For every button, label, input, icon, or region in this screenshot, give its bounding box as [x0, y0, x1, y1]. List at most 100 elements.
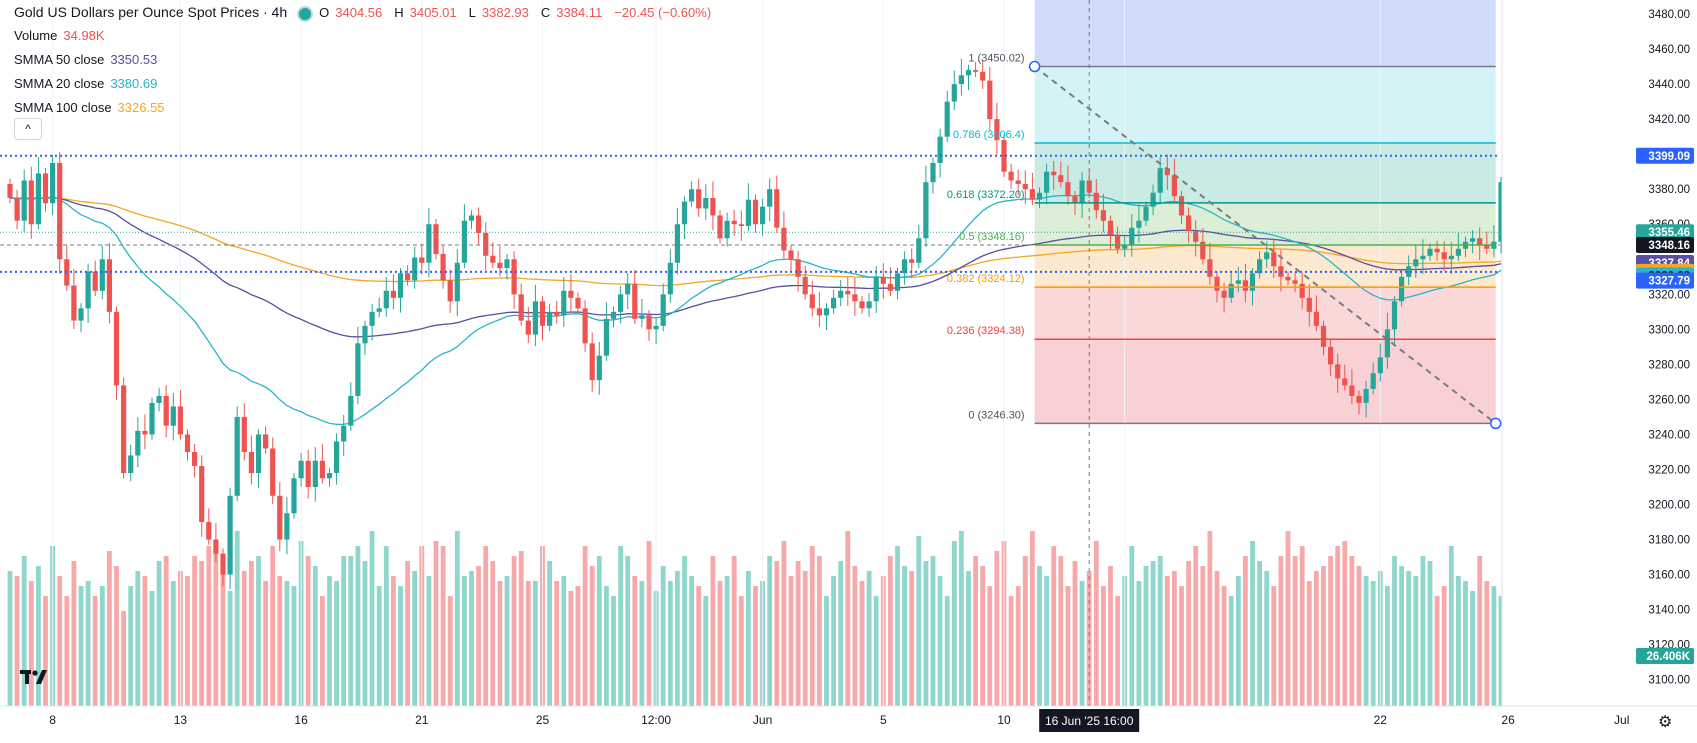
volume-bar	[944, 596, 950, 706]
indicator-smma-20[interactable]: SMMA 20 close 3380.69	[14, 76, 158, 91]
candle-body	[1015, 180, 1021, 184]
candle-body	[156, 395, 162, 403]
price-tick-label: 3460.00	[1648, 44, 1690, 56]
volume-bar	[611, 596, 616, 706]
volume-bar	[1314, 571, 1319, 706]
volume-bar	[646, 541, 652, 706]
candle-body	[1001, 140, 1007, 172]
candle-body	[184, 434, 191, 452]
volume-label-badge	[1636, 648, 1694, 664]
volume-bar	[213, 541, 219, 706]
volume-bar	[305, 556, 311, 706]
volume-bar	[270, 546, 276, 706]
candle-body	[170, 406, 176, 426]
volume-bar	[149, 591, 155, 706]
fib-level-label: 0.382 (3324.12)	[947, 273, 1025, 285]
indicator-volume[interactable]: Volume 34.98K	[14, 28, 105, 43]
fib-top-zone	[1034, 0, 1496, 67]
candle-body	[774, 189, 780, 228]
volume-bar	[71, 561, 77, 706]
candle-body	[1328, 346, 1334, 365]
candle-body	[511, 259, 517, 295]
volume-bar	[114, 566, 119, 706]
candle-body	[582, 308, 588, 344]
candle-body	[1299, 283, 1305, 298]
volume-bar	[376, 586, 382, 706]
candle-body	[802, 276, 808, 295]
candle-body	[1186, 215, 1192, 232]
volume-bar	[625, 556, 631, 706]
candle-body	[1079, 180, 1085, 204]
volume-bar	[1299, 546, 1305, 706]
candle-body	[14, 197, 20, 221]
price-label-badge	[1636, 272, 1694, 289]
candle-body	[341, 425, 347, 442]
candle-body	[781, 227, 787, 251]
chart-legend: Gold US Dollars per Ounce Spot Prices · …	[14, 0, 717, 120]
tradingview-logo-icon[interactable]	[18, 664, 50, 690]
volume-bar	[1420, 556, 1426, 706]
candle-body	[575, 297, 581, 309]
symbol-title[interactable]: Gold US Dollars per Ounce Spot Prices · …	[14, 4, 288, 20]
price-tick-label: 3480.00	[1648, 9, 1690, 21]
time-tick-label: 26	[1501, 713, 1515, 727]
volume-bar	[440, 546, 446, 706]
symbol-header[interactable]: Gold US Dollars per Ounce Spot Prices · …	[14, 0, 717, 24]
smma-100-line	[9, 197, 1502, 287]
volume-bar	[391, 576, 396, 706]
candle-body	[859, 301, 865, 309]
volume-bar	[64, 596, 70, 706]
fib-zone-0.382	[1034, 244, 1496, 288]
candle-body	[149, 402, 155, 435]
indicator-smma-50[interactable]: SMMA 50 close 3350.53	[14, 52, 158, 67]
volume-bar	[632, 576, 638, 706]
volume-bar	[1086, 571, 1092, 706]
price-label-text: 3327.79	[1648, 276, 1690, 288]
volume-bar	[291, 586, 297, 706]
candle-body	[1157, 168, 1163, 193]
candle-body	[405, 273, 411, 281]
candle-body	[696, 189, 702, 209]
volume-bar	[710, 556, 716, 706]
volume-bar	[57, 576, 63, 706]
candle-body	[1391, 301, 1398, 330]
candle-body	[50, 162, 56, 204]
volume-bar	[1441, 586, 1447, 706]
candle-body	[106, 259, 112, 312]
time-tick-label: 8	[49, 713, 56, 727]
volume-bar	[320, 596, 325, 706]
ohlc-high: H 3405.01	[394, 5, 457, 20]
candle-body	[1022, 183, 1028, 190]
candle-body	[980, 71, 986, 81]
candle-body	[192, 451, 198, 466]
candle-body	[568, 290, 574, 298]
volume-bar	[121, 611, 126, 706]
indicator-smma-100[interactable]: SMMA 100 close 3326.55	[14, 100, 165, 115]
candle-body	[1306, 297, 1312, 312]
crosshair-date-text: 16 Jun '25 16:00	[1045, 714, 1134, 728]
time-tick-label: 25	[536, 713, 550, 727]
price-tick-label: 3380.00	[1648, 184, 1690, 196]
volume-bar	[21, 556, 27, 706]
settings-gear-icon[interactable]: ⚙	[1658, 714, 1673, 731]
collapse-legend-button[interactable]: ^	[14, 118, 42, 140]
volume-bar	[902, 566, 907, 706]
candle-body	[1406, 266, 1412, 277]
fib-zone-0.786	[1034, 66, 1496, 143]
candle-body	[447, 280, 453, 302]
candle-body	[206, 522, 212, 540]
time-tick-label: 5	[880, 713, 887, 727]
volume-bar	[873, 596, 879, 706]
candle-body	[1136, 220, 1142, 228]
candle-body	[731, 220, 737, 225]
volume-bar	[809, 546, 815, 706]
volume-bar	[1193, 546, 1199, 706]
volume-bar	[369, 531, 375, 706]
volume-bar	[234, 531, 240, 706]
volume-bar	[589, 566, 595, 706]
candle-body	[135, 430, 141, 456]
candle-body	[717, 215, 723, 239]
candle-body	[1342, 378, 1348, 386]
